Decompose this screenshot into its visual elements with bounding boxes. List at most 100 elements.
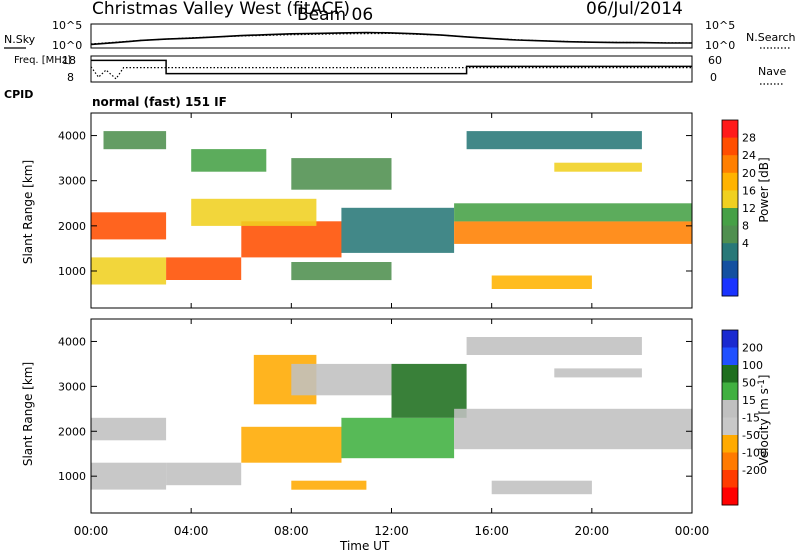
power-colorbar-swatch-6 [722,225,738,244]
freq-series [91,59,692,75]
velocity-colorbar-swatch-4 [722,400,738,418]
noise-left-tick-bottom: 10^0 [52,39,82,52]
velocity-region-9 [454,408,692,450]
velocity-panel: 1000 2000 3000 4000 Slant Range [km] 200 100… [21,318,771,514]
velocity-region-1 [91,462,167,490]
power-region-11 [454,203,692,222]
velocity-region-10 [491,480,592,495]
power-region-12 [491,275,592,289]
velocity-colorbar-tick-0: 200 [742,342,763,355]
power-region-2 [103,131,167,150]
velocity-colorbar-swatch-7 [722,452,738,471]
power-region-5 [191,198,317,226]
power-panel: 1000 2000 3000 4000 Slant Range [km] 28 24 20… [21,112,771,309]
radar-title: Christmas Valley West (fitACF) [92,0,350,19]
freq-label: Freq. [MHz] [14,55,71,66]
nave-tick-bottom: 0 [710,71,717,84]
power-colorbar-tick-2: 20 [742,167,756,180]
velocity-region-5 [291,363,392,396]
power-region-8 [291,262,392,281]
velocity-colorbar-swatch-9 [722,487,738,506]
power-colorbar-swatch-7 [722,243,738,262]
xtick-label-0: 00:00 [74,524,109,538]
velocity-colorbar-tick-1: 100 [742,359,763,372]
xtick-label-5: 20:00 [575,524,610,538]
power-colorbar-swatch-0 [722,120,738,138]
power-colorbar-swatch-9 [722,278,738,297]
velocity-colorbar-label: Velocity [m s-1] [757,375,771,466]
xtick-label-6: 00:00 [675,524,710,538]
freq-tick-bottom: 8 [67,71,74,84]
frequency-panel: Freq. [MHz] 18 8 60 0 Nave CPID normal (… [4,54,786,109]
velocity-colorbar-tick-4: -15 [742,412,760,425]
velocity-colorbar-swatch-0 [722,330,738,348]
power-ytick-label-2: 3000 [58,175,86,188]
xtick-label-4: 16:00 [474,524,509,538]
noise-frame [90,23,693,49]
velocity-colorbar-frame [721,329,739,506]
velocity-region-0 [91,417,167,441]
noise-panel: N.Sky 10^5 10^0 10^5 10^0 N.Search [4,19,796,52]
power-colorbar-swatch-1 [722,137,738,156]
velocity-colorbar-tick-2: 50 [742,377,756,390]
noise-right-tick-top: 10^5 [705,19,735,32]
beam-label: Beam 06 [297,5,373,25]
velocity-ylabel: Slant Range [km] [21,362,35,466]
cpid-label: CPID [4,88,33,101]
power-ytick-label-0: 1000 [58,265,86,278]
power-colorbar-swatch-2 [722,155,738,174]
xtick-label-1: 04:00 [174,524,209,538]
velocity-colorbar-tick-5: -50 [742,429,760,442]
velocity-ytick-label-3: 4000 [58,335,86,348]
power-ylabel: Slant Range [km] [21,160,35,264]
power-colorbar-swatch-5 [722,208,738,226]
power-colorbar-tick-5: 8 [742,220,749,233]
power-colorbar-tick-1: 24 [742,149,756,162]
power-region-9 [341,207,455,253]
power-colorbar-swatch-8 [722,260,738,279]
velocity-region-11 [554,368,642,378]
nsky-label: N.Sky [4,33,36,46]
power-region-6 [191,149,267,172]
velocity-region-3 [241,426,342,463]
velocity-ytick-label-0: 1000 [58,470,86,483]
velocity-region-8 [391,363,467,418]
date-label: 06/Jul/2014 [586,0,683,19]
power-region-10 [454,221,692,244]
velocity-region-2 [166,462,242,486]
nave-label: Nave [758,65,786,78]
power-region-3 [166,257,242,280]
power-colorbar-frame [721,119,739,297]
velocity-colorbar-swatch-2 [722,365,738,383]
velocity-ytick-label-1: 2000 [58,425,86,438]
velocity-colorbar-swatch-8 [722,470,738,488]
power-region-0 [91,212,167,240]
power-region-4 [241,221,342,258]
velocity-ytick-label-2: 3000 [58,380,86,393]
velocity-colorbar-tick-6: -100 [742,447,767,460]
cpid-text: normal (fast) 151 IF [92,95,227,109]
velocity-region-12 [466,337,642,355]
xtick-label-3: 12:00 [374,524,409,538]
power-colorbar-swatch-3 [722,172,738,191]
power-colorbar-label: Power [dB] [757,157,771,222]
power-colorbar-tick-3: 16 [742,184,756,197]
velocity-colorbar-swatch-3 [722,382,738,401]
power-colorbar-tick-6: 4 [742,237,749,250]
power-colorbar-swatch-4 [722,190,738,209]
frequency-frame [90,55,693,83]
power-region-7 [291,158,392,190]
velocity-colorbar-swatch-6 [722,435,738,453]
xaxis-label: Time UT [339,539,390,553]
power-colorbar-tick-0: 28 [742,132,756,145]
velocity-colorbar-tick-3: 15 [742,394,756,407]
power-region-13 [466,131,642,150]
velocity-region-7 [341,417,455,459]
nave-tick-top: 60 [708,54,722,67]
velocity-colorbar-tick-7: -200 [742,464,767,477]
power-ytick-label-1: 2000 [58,220,86,233]
freq-tick-top: 18 [62,54,76,67]
noise-series-nsearch [90,32,693,45]
power-region-1 [91,257,167,285]
